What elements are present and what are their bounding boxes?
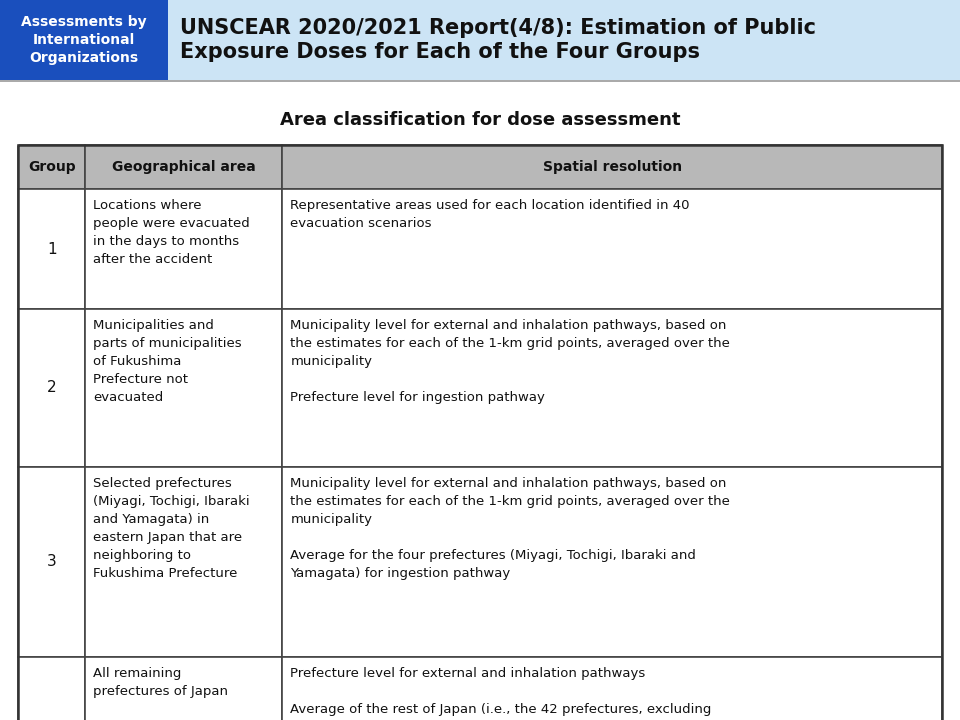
Text: 3: 3 <box>47 554 57 570</box>
Text: Geographical area: Geographical area <box>112 160 255 174</box>
Text: Area classification for dose assessment: Area classification for dose assessment <box>279 111 681 129</box>
Bar <box>282 657 942 720</box>
Bar <box>282 189 942 309</box>
Text: UNSCEAR 2020/2021 Report(4/8): Estimation of Public
Exposure Doses for Each of t: UNSCEAR 2020/2021 Report(4/8): Estimatio… <box>180 17 816 63</box>
Bar <box>85 467 282 657</box>
Text: 1: 1 <box>47 241 57 256</box>
Text: Municipality level for external and inhalation pathways, based on
the estimates : Municipality level for external and inha… <box>290 477 731 580</box>
Bar <box>18 309 85 467</box>
Bar <box>85 657 282 720</box>
Text: Selected prefectures
(Miyagi, Tochigi, Ibaraki
and Yamagata) in
eastern Japan th: Selected prefectures (Miyagi, Tochigi, I… <box>93 477 250 580</box>
Bar <box>85 309 282 467</box>
Bar <box>282 145 942 189</box>
Text: 2: 2 <box>47 380 57 395</box>
Text: All remaining
prefectures of Japan: All remaining prefectures of Japan <box>93 667 228 698</box>
Text: Prefecture level for external and inhalation pathways

Average of the rest of Ja: Prefecture level for external and inhala… <box>290 667 714 720</box>
Bar <box>0 0 168 80</box>
Bar <box>282 309 942 467</box>
Text: Municipality level for external and inhalation pathways, based on
the estimates : Municipality level for external and inha… <box>290 319 731 404</box>
Text: Spatial resolution: Spatial resolution <box>542 160 682 174</box>
Bar <box>0 80 960 81</box>
Text: Assessments by
International
Organizations: Assessments by International Organizatio… <box>21 14 147 66</box>
Bar <box>282 467 942 657</box>
Bar <box>85 189 282 309</box>
Bar <box>18 467 85 657</box>
Text: Municipalities and
parts of municipalities
of Fukushima
Prefecture not
evacuated: Municipalities and parts of municipaliti… <box>93 319 242 404</box>
Bar <box>18 189 85 309</box>
Bar <box>0 0 960 80</box>
Bar <box>18 145 85 189</box>
Text: Representative areas used for each location identified in 40
evacuation scenario: Representative areas used for each locat… <box>290 199 690 230</box>
Text: Group: Group <box>28 160 76 174</box>
Bar <box>85 145 282 189</box>
Bar <box>18 657 85 720</box>
Text: Locations where
people were evacuated
in the days to months
after the accident: Locations where people were evacuated in… <box>93 199 251 266</box>
